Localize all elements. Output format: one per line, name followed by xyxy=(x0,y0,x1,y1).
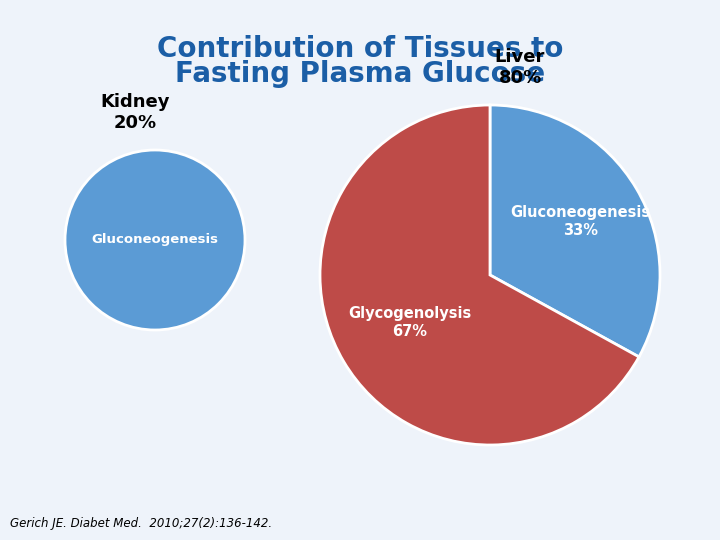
Text: Fasting Plasma Glucose: Fasting Plasma Glucose xyxy=(175,60,545,88)
Text: Gluconeogenesis
33%: Gluconeogenesis 33% xyxy=(510,205,651,238)
Text: Gluconeogenesis: Gluconeogenesis xyxy=(91,233,218,246)
Text: Contribution of Tissues to: Contribution of Tissues to xyxy=(157,35,563,63)
Text: Glycogenolysis
67%: Glycogenolysis 67% xyxy=(348,306,471,339)
Text: Liver
80%: Liver 80% xyxy=(495,48,545,87)
Text: Gerich JE. Diabet Med.  2010;27(2):136-142.: Gerich JE. Diabet Med. 2010;27(2):136-14… xyxy=(10,517,272,530)
Text: Kidney
20%: Kidney 20% xyxy=(100,93,170,132)
Circle shape xyxy=(65,150,245,330)
Wedge shape xyxy=(320,105,639,445)
Wedge shape xyxy=(490,105,660,357)
